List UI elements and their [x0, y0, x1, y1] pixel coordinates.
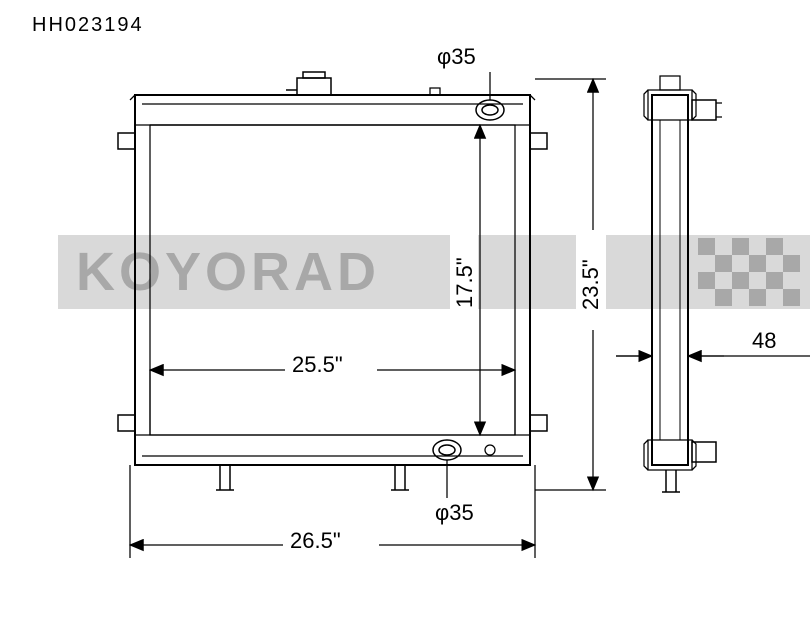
engineering-drawing: φ35 φ35 25.5" 17.5" 26.5" 23.5"	[0, 0, 810, 627]
label-thickness: 48	[752, 328, 776, 353]
front-view	[118, 72, 547, 490]
label-overall-height: 23.5"	[578, 259, 603, 310]
label-core-width: 25.5"	[292, 352, 343, 377]
label-top-port: φ35	[437, 44, 476, 69]
label-bottom-port: φ35	[435, 500, 474, 525]
side-view	[644, 76, 722, 492]
label-overall-width: 26.5"	[290, 528, 341, 553]
label-core-height: 17.5"	[452, 257, 477, 308]
dimensions: φ35 φ35 25.5" 17.5" 26.5" 23.5"	[130, 44, 810, 558]
